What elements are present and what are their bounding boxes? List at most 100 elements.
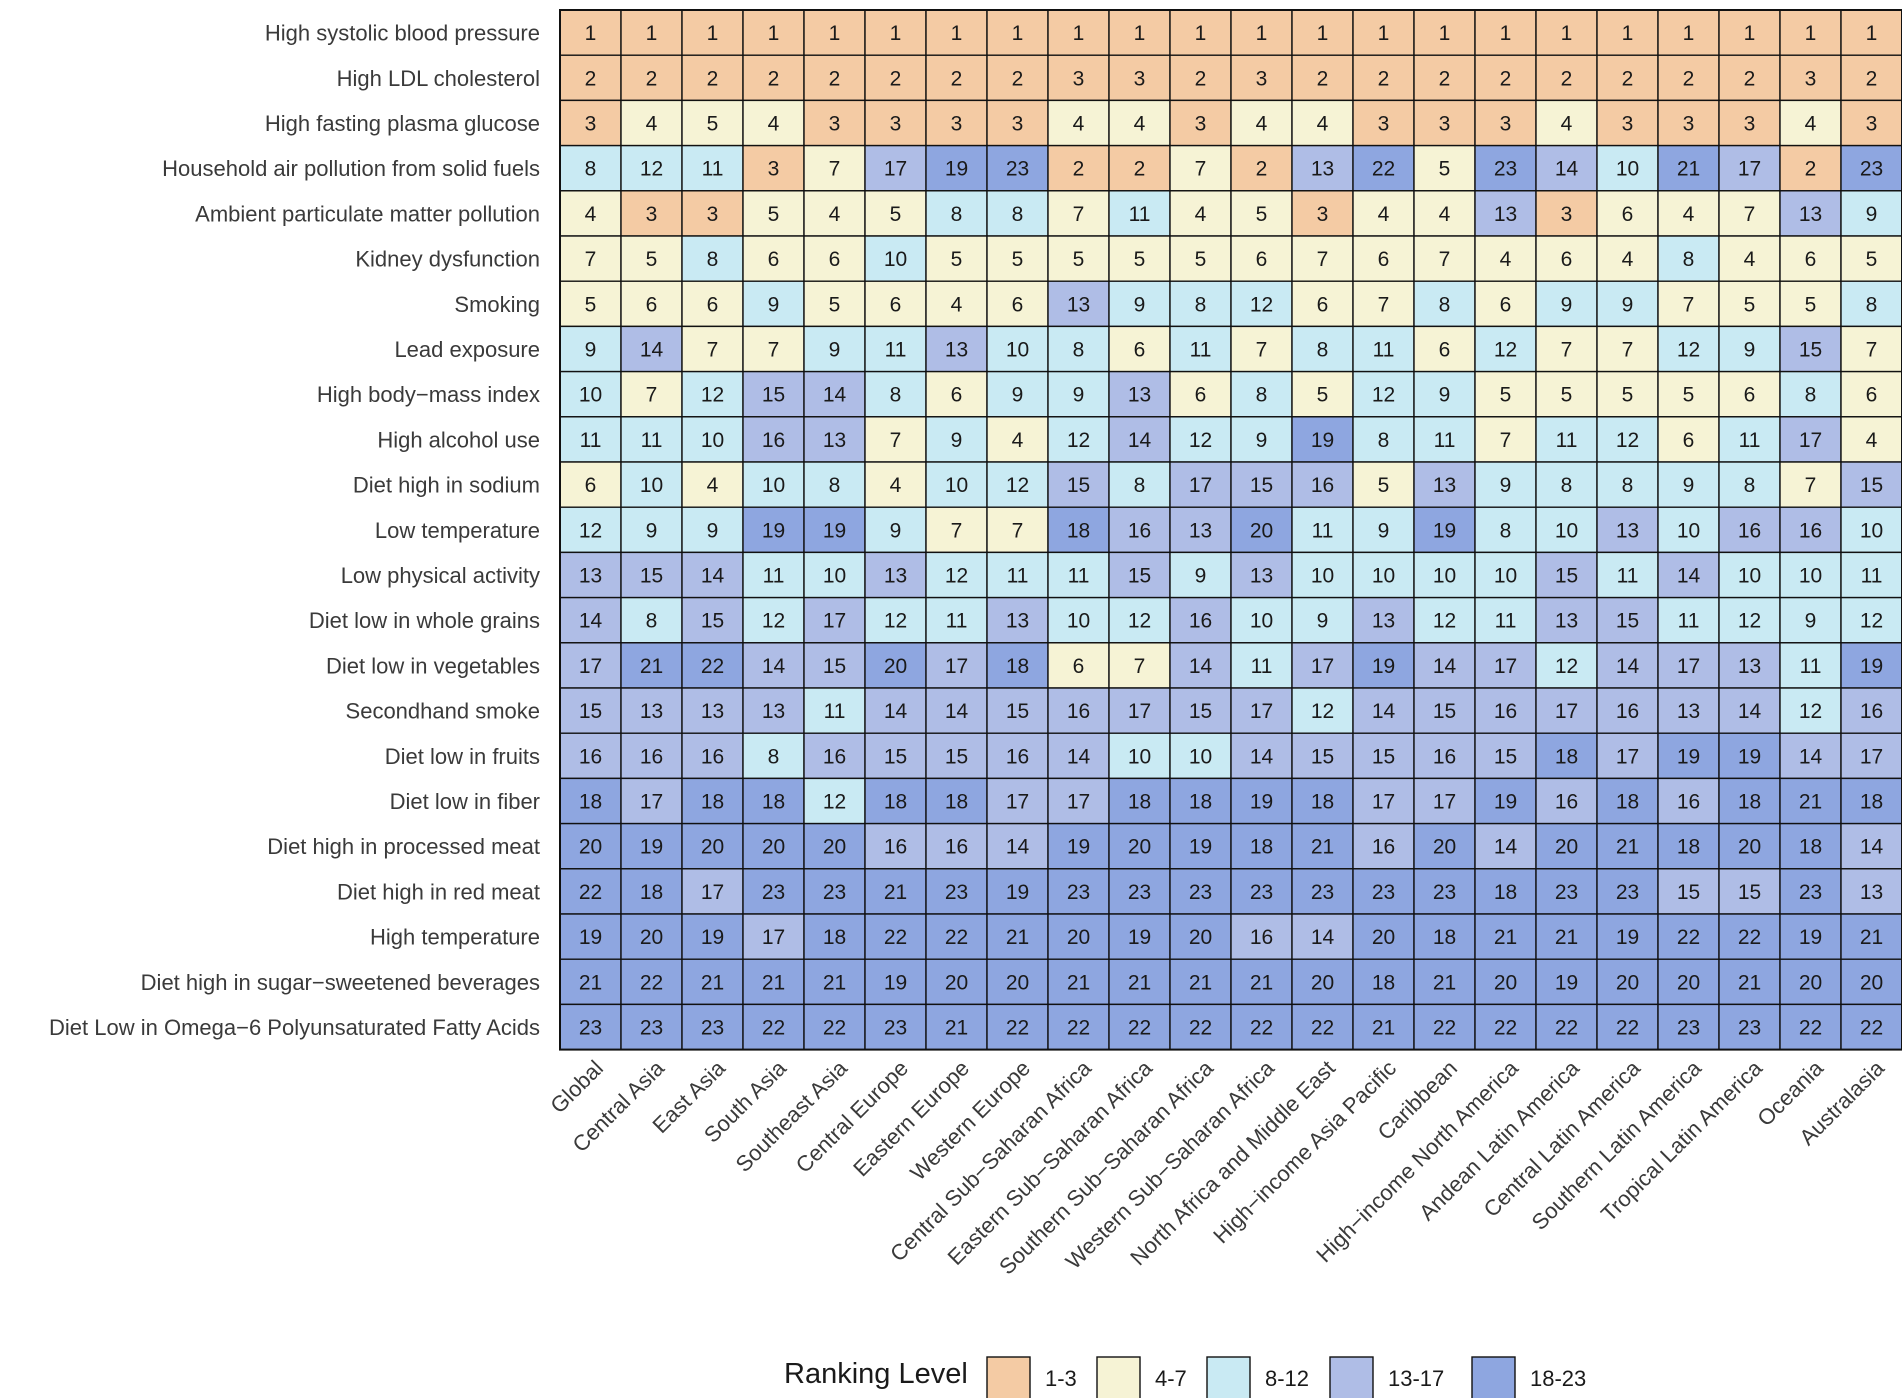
- cell-value: 19: [1738, 745, 1761, 768]
- cell-value: 9: [707, 519, 719, 542]
- cell-value: 9: [1683, 474, 1695, 497]
- cell-value: 23: [945, 881, 968, 904]
- cell-value: 8: [1012, 203, 1024, 226]
- cell-value: 21: [1128, 971, 1151, 994]
- cell-value: 14: [884, 700, 908, 723]
- heatmap-cell: [1413, 1003, 1476, 1051]
- heatmap-cell: [742, 868, 805, 915]
- heatmap-cell: [803, 144, 866, 192]
- cell-value: 11: [1190, 339, 1212, 362]
- cell-value: 8: [1317, 339, 1329, 362]
- cell-value: 5: [585, 293, 597, 316]
- cell-value: 7: [1500, 429, 1512, 452]
- cell-value: 8: [1439, 293, 1451, 316]
- cell-value: 10: [1311, 565, 1334, 588]
- cell-value: 13: [1494, 203, 1517, 226]
- cell-value: 18: [1799, 836, 1822, 859]
- cell-value: 19: [701, 926, 724, 949]
- cell-value: 3: [1683, 113, 1695, 136]
- cell-value: 14: [701, 565, 725, 588]
- heatmap-cell: [1474, 325, 1537, 373]
- heatmap-cell: [1840, 144, 1902, 192]
- cell-value: 18: [1311, 791, 1334, 814]
- heatmap-cell: [986, 777, 1049, 825]
- cell-value: 22: [1799, 1017, 1822, 1040]
- cell-value: 23: [1067, 881, 1090, 904]
- cell-value: 6: [1195, 384, 1207, 407]
- cell-value: 3: [1744, 113, 1756, 136]
- cell-value: 13: [640, 700, 663, 723]
- cell-value: 9: [1317, 610, 1329, 633]
- cell-value: 19: [1250, 791, 1273, 814]
- cell-value: 5: [1378, 474, 1390, 497]
- heatmap-cell: [742, 461, 805, 508]
- heatmap-cell: [1291, 1003, 1354, 1051]
- heatmap-cell: [925, 99, 988, 147]
- cell-value: 18: [1494, 881, 1517, 904]
- cell-value: 12: [884, 610, 907, 633]
- row-label: Diet low in vegetables: [326, 653, 540, 678]
- cell-value: 12: [1067, 429, 1090, 452]
- heatmap-cell: [1047, 732, 1110, 780]
- cell-value: 15: [1738, 881, 1761, 904]
- cell-value: 14: [1616, 655, 1640, 678]
- cell-value: 4: [1744, 248, 1756, 271]
- cell-value: 21: [1372, 1017, 1395, 1040]
- cell-value: 9: [829, 339, 841, 362]
- cell-value: 12: [701, 384, 724, 407]
- heatmap-cell: [620, 416, 683, 463]
- cell-value: 9: [1439, 384, 1451, 407]
- cell-value: 9: [1012, 384, 1024, 407]
- cell-value: 20: [945, 971, 968, 994]
- cell-value: 4: [1073, 113, 1085, 136]
- cell-value: 22: [579, 881, 602, 904]
- cell-value: 13: [1433, 474, 1456, 497]
- cell-value: 14: [1555, 158, 1579, 181]
- cell-value: 4: [1317, 113, 1329, 136]
- cell-value: 11: [1495, 610, 1517, 633]
- cell-value: 14: [945, 700, 969, 723]
- cell-value: 6: [1805, 248, 1817, 271]
- cell-value: 16: [1738, 519, 1761, 542]
- heatmap-cell: [986, 1003, 1049, 1051]
- cell-value: 17: [1860, 745, 1883, 768]
- heatmap-cell: [559, 144, 622, 192]
- cell-value: 3: [1317, 203, 1329, 226]
- heatmap-cell: [620, 687, 683, 734]
- cell-value: 17: [1067, 791, 1090, 814]
- cell-value: 13: [1677, 700, 1700, 723]
- heatmap-cell: [559, 461, 622, 508]
- cell-value: 14: [1860, 836, 1884, 859]
- heatmap-cell: [864, 416, 927, 463]
- heatmap-cell: [1047, 370, 1110, 418]
- cell-value: 7: [1683, 293, 1695, 316]
- cell-value: 3: [1378, 113, 1390, 136]
- cell-value: 18: [1677, 836, 1700, 859]
- legend-swatch: [1206, 1356, 1251, 1398]
- cell-value: 2: [1561, 67, 1573, 90]
- heatmap-cell: [1474, 9, 1537, 56]
- heatmap-cell: [1352, 144, 1415, 192]
- heatmap-cell: [1230, 777, 1293, 825]
- heatmap-cell: [620, 144, 683, 192]
- cell-value: 2: [585, 67, 597, 90]
- heatmap-cell: [925, 280, 988, 328]
- cell-value: 3: [1134, 67, 1146, 90]
- cell-value: 21: [1738, 971, 1761, 994]
- cell-value: 15: [1250, 474, 1273, 497]
- heatmap-cell: [742, 325, 805, 373]
- cell-value: 22: [1555, 1017, 1578, 1040]
- cell-value: 6: [951, 384, 963, 407]
- cell-value: 17: [1311, 655, 1334, 678]
- cell-value: 10: [1738, 565, 1761, 588]
- cell-value: 10: [1067, 610, 1090, 633]
- cell-value: 10: [1250, 610, 1273, 633]
- heatmap-cell: [1535, 642, 1598, 689]
- cell-value: 7: [951, 519, 963, 542]
- cell-value: 7: [1805, 474, 1817, 497]
- cell-value: 16: [1555, 791, 1578, 814]
- cell-value: 2: [890, 67, 902, 90]
- heatmap-cell: [1474, 416, 1537, 463]
- cell-value: 18: [1250, 836, 1273, 859]
- heatmap-cell: [1108, 958, 1171, 1006]
